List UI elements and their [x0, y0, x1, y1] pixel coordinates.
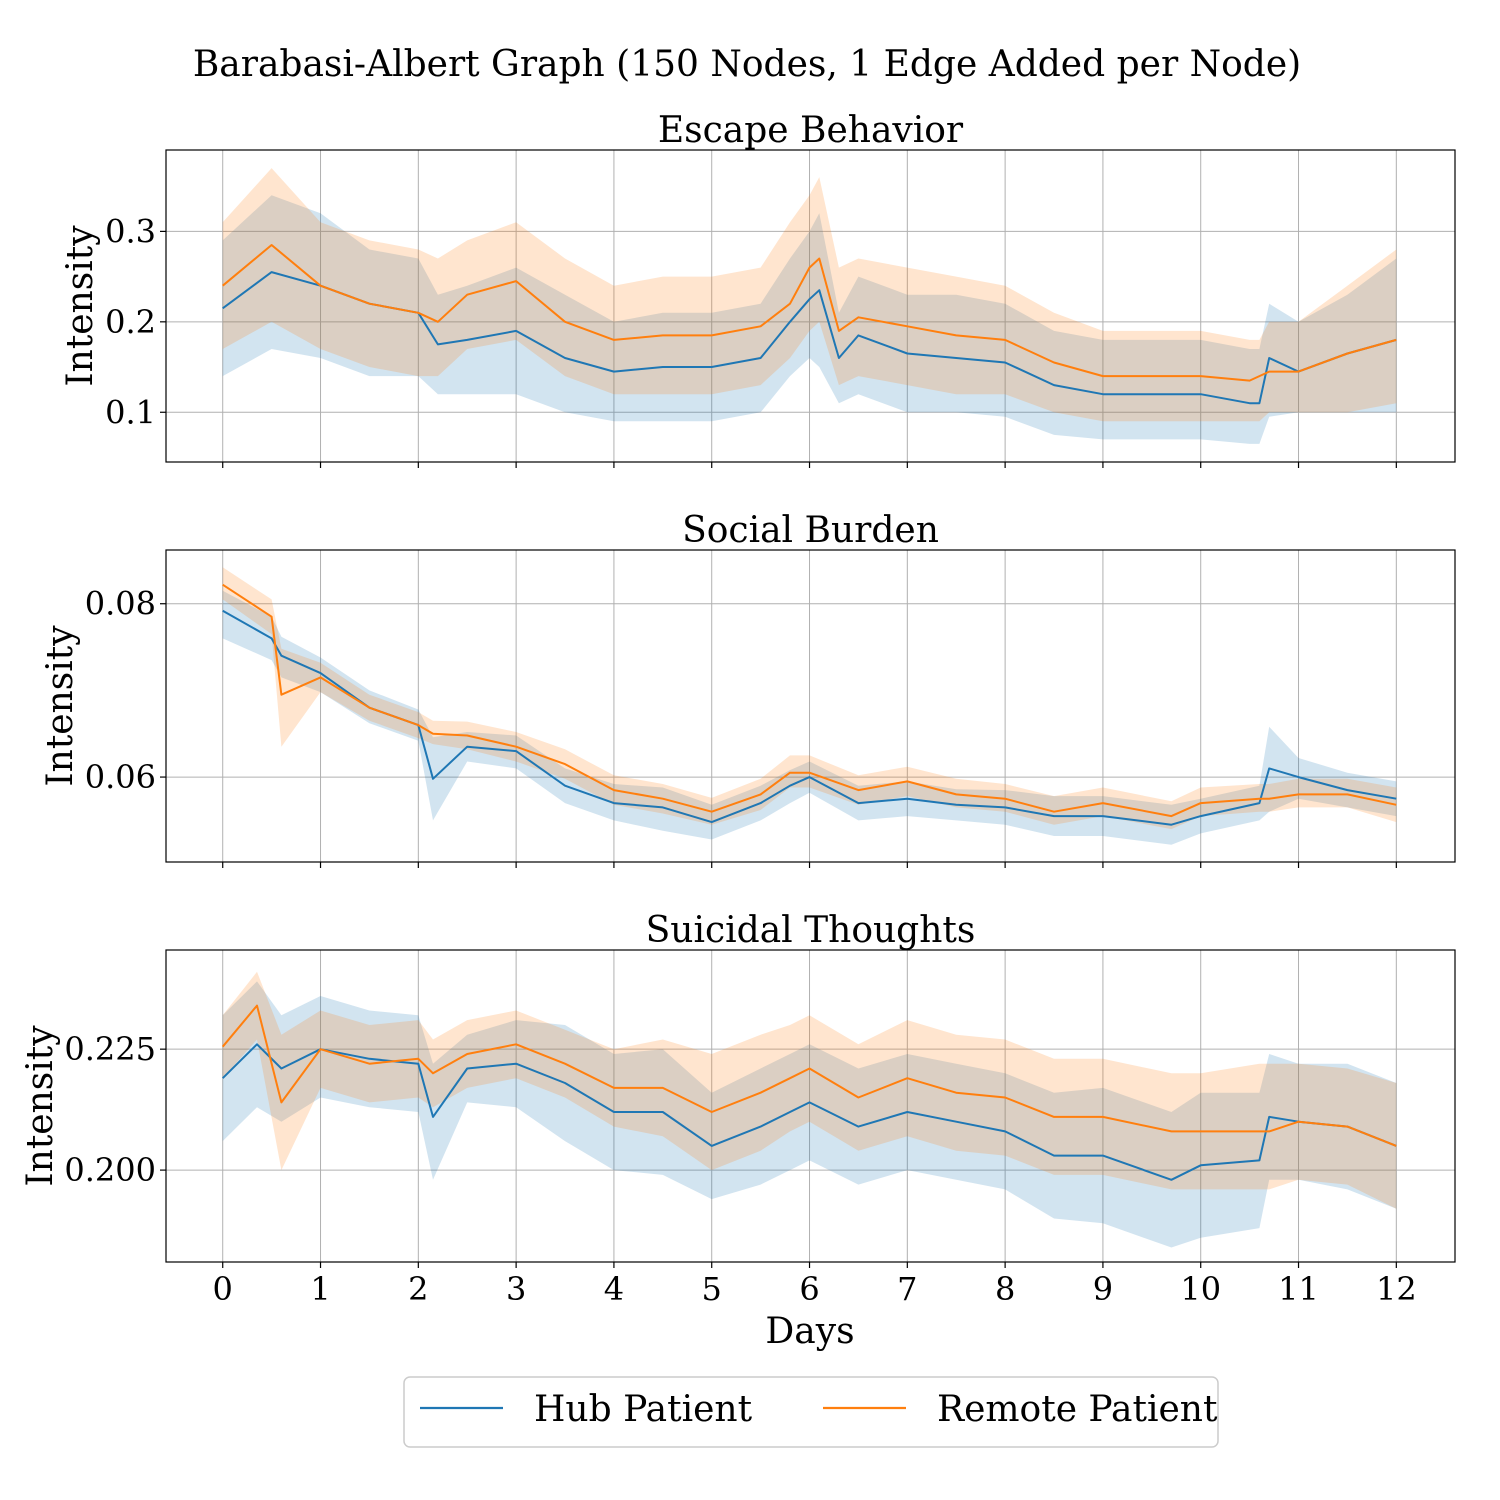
- y-axis-label: Intensity: [40, 625, 81, 787]
- remote-confidence-band: [222, 971, 1397, 1209]
- panel-social-burden: 0.06 0.08 Social Burden Intensity: [40, 510, 1456, 868]
- legend-hub-label: Hub Patient: [534, 1389, 753, 1430]
- hub-confidence-band: [222, 195, 1397, 444]
- axes-frame: [165, 549, 1456, 863]
- x-tick-label: 10: [1180, 1270, 1221, 1308]
- y-tick-label: 0.3: [105, 212, 156, 250]
- x-tick-label: 11: [1278, 1270, 1319, 1308]
- y-tick-label: 0.200: [64, 1151, 156, 1189]
- hub-series-line: [221, 1043, 1397, 1181]
- x-tick-label: 7: [897, 1270, 917, 1308]
- legend-frame: [403, 1376, 1219, 1448]
- x-tick-label: 2: [408, 1270, 428, 1308]
- x-tick-label: 0: [213, 1270, 233, 1308]
- y-tick-label: 0.225: [64, 1030, 156, 1068]
- legend: Hub Patient Remote Patient: [403, 1376, 1219, 1448]
- x-tick-label: 9: [1093, 1270, 1113, 1308]
- x-tick-label: 6: [799, 1270, 819, 1308]
- figure-title: Barabasi-Albert Graph (150 Nodes, 1 Edge…: [193, 44, 1301, 85]
- x-tick-label: 12: [1376, 1270, 1417, 1308]
- panel-title: Suicidal Thoughts: [646, 910, 976, 951]
- y-tick-label: 0.06: [85, 758, 156, 796]
- remote-series-line: [222, 244, 1397, 382]
- axes-frame: [165, 149, 1456, 463]
- hub-confidence-band: [222, 981, 1397, 1248]
- y-tick-label: 0.08: [85, 585, 156, 623]
- x-tick-label: 4: [604, 1270, 624, 1308]
- y-axis-label: Intensity: [20, 1025, 61, 1187]
- y-tick-label: 0.1: [105, 393, 156, 431]
- x-tick-label: 5: [702, 1270, 722, 1308]
- x-axis-label: Days: [765, 1311, 854, 1352]
- remote-series-line: [221, 1004, 1397, 1147]
- legend-remote-label: Remote Patient: [937, 1389, 1218, 1430]
- axes-frame: [165, 949, 1456, 1263]
- remote-confidence-band: [222, 168, 1397, 422]
- panel-escape-behavior: 0.1 0.2 0.3 Escape Behavior Intensity: [60, 110, 1456, 468]
- hub-series-line: [222, 271, 1397, 405]
- remote-series-line: [222, 583, 1397, 818]
- panel-title: Escape Behavior: [658, 110, 964, 151]
- y-tick-label: 0.2: [105, 303, 156, 341]
- y-axis-label: Intensity: [60, 225, 101, 387]
- panel-title: Social Burden: [682, 510, 939, 551]
- x-tick-label: 8: [995, 1270, 1015, 1308]
- x-tick-label: 1: [310, 1270, 330, 1308]
- x-tick-label: 3: [506, 1270, 526, 1308]
